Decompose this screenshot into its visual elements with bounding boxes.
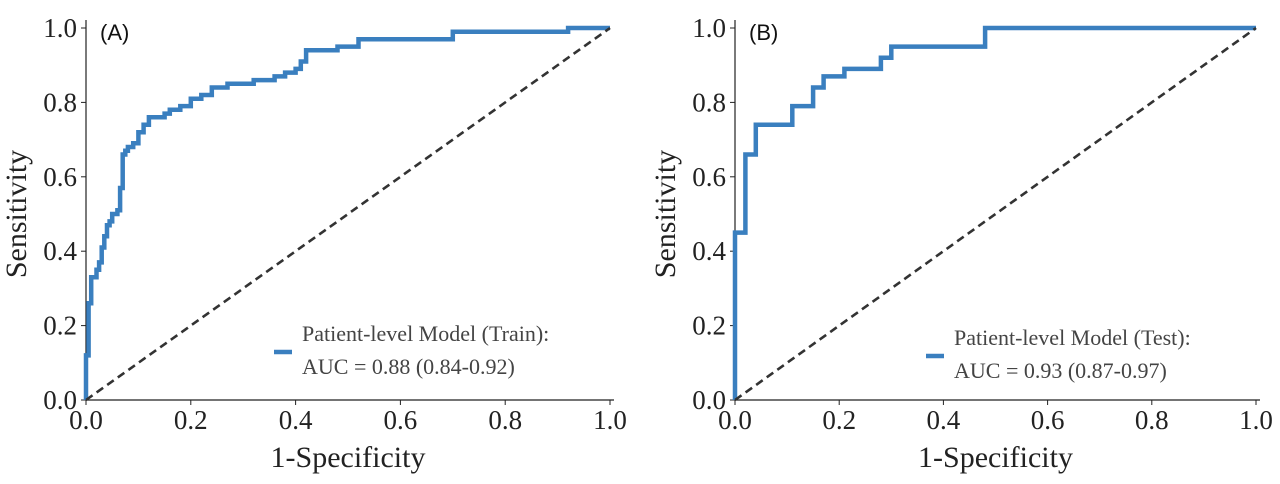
x-tick-label: 1.0 — [593, 405, 627, 435]
y-tick-label: 0.8 — [692, 87, 726, 117]
y-tick-label: 1.0 — [692, 13, 726, 43]
y-tick-label: 0.0 — [43, 385, 77, 415]
y-tick-label: 0.2 — [692, 311, 726, 341]
legend-auc-text: AUC = 0.88 (0.84-0.92) — [302, 354, 515, 379]
y-tick-label: 0.0 — [692, 385, 726, 415]
x-tick-label: 0.2 — [174, 405, 208, 435]
x-tick-label: 0.6 — [1031, 405, 1065, 435]
chance-diagonal-line — [734, 26, 1257, 402]
y-axis-title: Sensitivity — [649, 150, 682, 278]
x-axis-title: 1-Specificity — [918, 441, 1073, 474]
y-tick-label: 1.0 — [43, 13, 77, 43]
legend-auc-text: AUC = 0.93 (0.87-0.97) — [954, 358, 1167, 383]
x-tick-label: 0.4 — [927, 405, 961, 435]
y-tick-label: 0.4 — [43, 236, 77, 266]
x-tick-label: 0.6 — [384, 405, 418, 435]
x-axis-title: 1-Specificity — [271, 441, 426, 474]
y-tick-label: 0.4 — [692, 236, 726, 266]
panel-label: (A) — [100, 20, 129, 45]
legend-label: Patient-level Model (Test): — [954, 325, 1191, 350]
x-tick-label: 0.4 — [279, 405, 313, 435]
panel-label: (B) — [749, 20, 778, 45]
y-tick-label: 0.2 — [43, 311, 77, 341]
chart-panel-b: 0.0 0.2 0.4 0.6 0.8 1.0 0.0 0.2 0.4 0.6 0.8 1.0 1-Sp… — [649, 13, 1273, 474]
y-axis-title: Sensitivity — [0, 150, 33, 278]
x-tick-label: 0.0 — [69, 405, 103, 435]
chance-diagonal-line — [85, 26, 611, 402]
x-tick-label: 0.0 — [718, 405, 752, 435]
legend-label: Patient-level Model (Train): — [302, 321, 549, 346]
x-tick-label: 1.0 — [1239, 405, 1273, 435]
x-tick-label: 0.8 — [1135, 405, 1169, 435]
y-tick-label: 0.6 — [43, 162, 77, 192]
x-tick-label: 0.2 — [822, 405, 856, 435]
y-tick-label: 0.6 — [692, 162, 726, 192]
roc-curve-line — [83, 25, 610, 400]
roc-curve-line — [732, 25, 1256, 400]
x-tick-label: 0.8 — [488, 405, 522, 435]
y-tick-label: 0.8 — [43, 87, 77, 117]
chart-panel-a: 0.0 0.2 0.4 0.6 0.8 1.0 0.0 0.2 0.4 0.6 0.8 1.0 1-Sp… — [0, 13, 627, 474]
